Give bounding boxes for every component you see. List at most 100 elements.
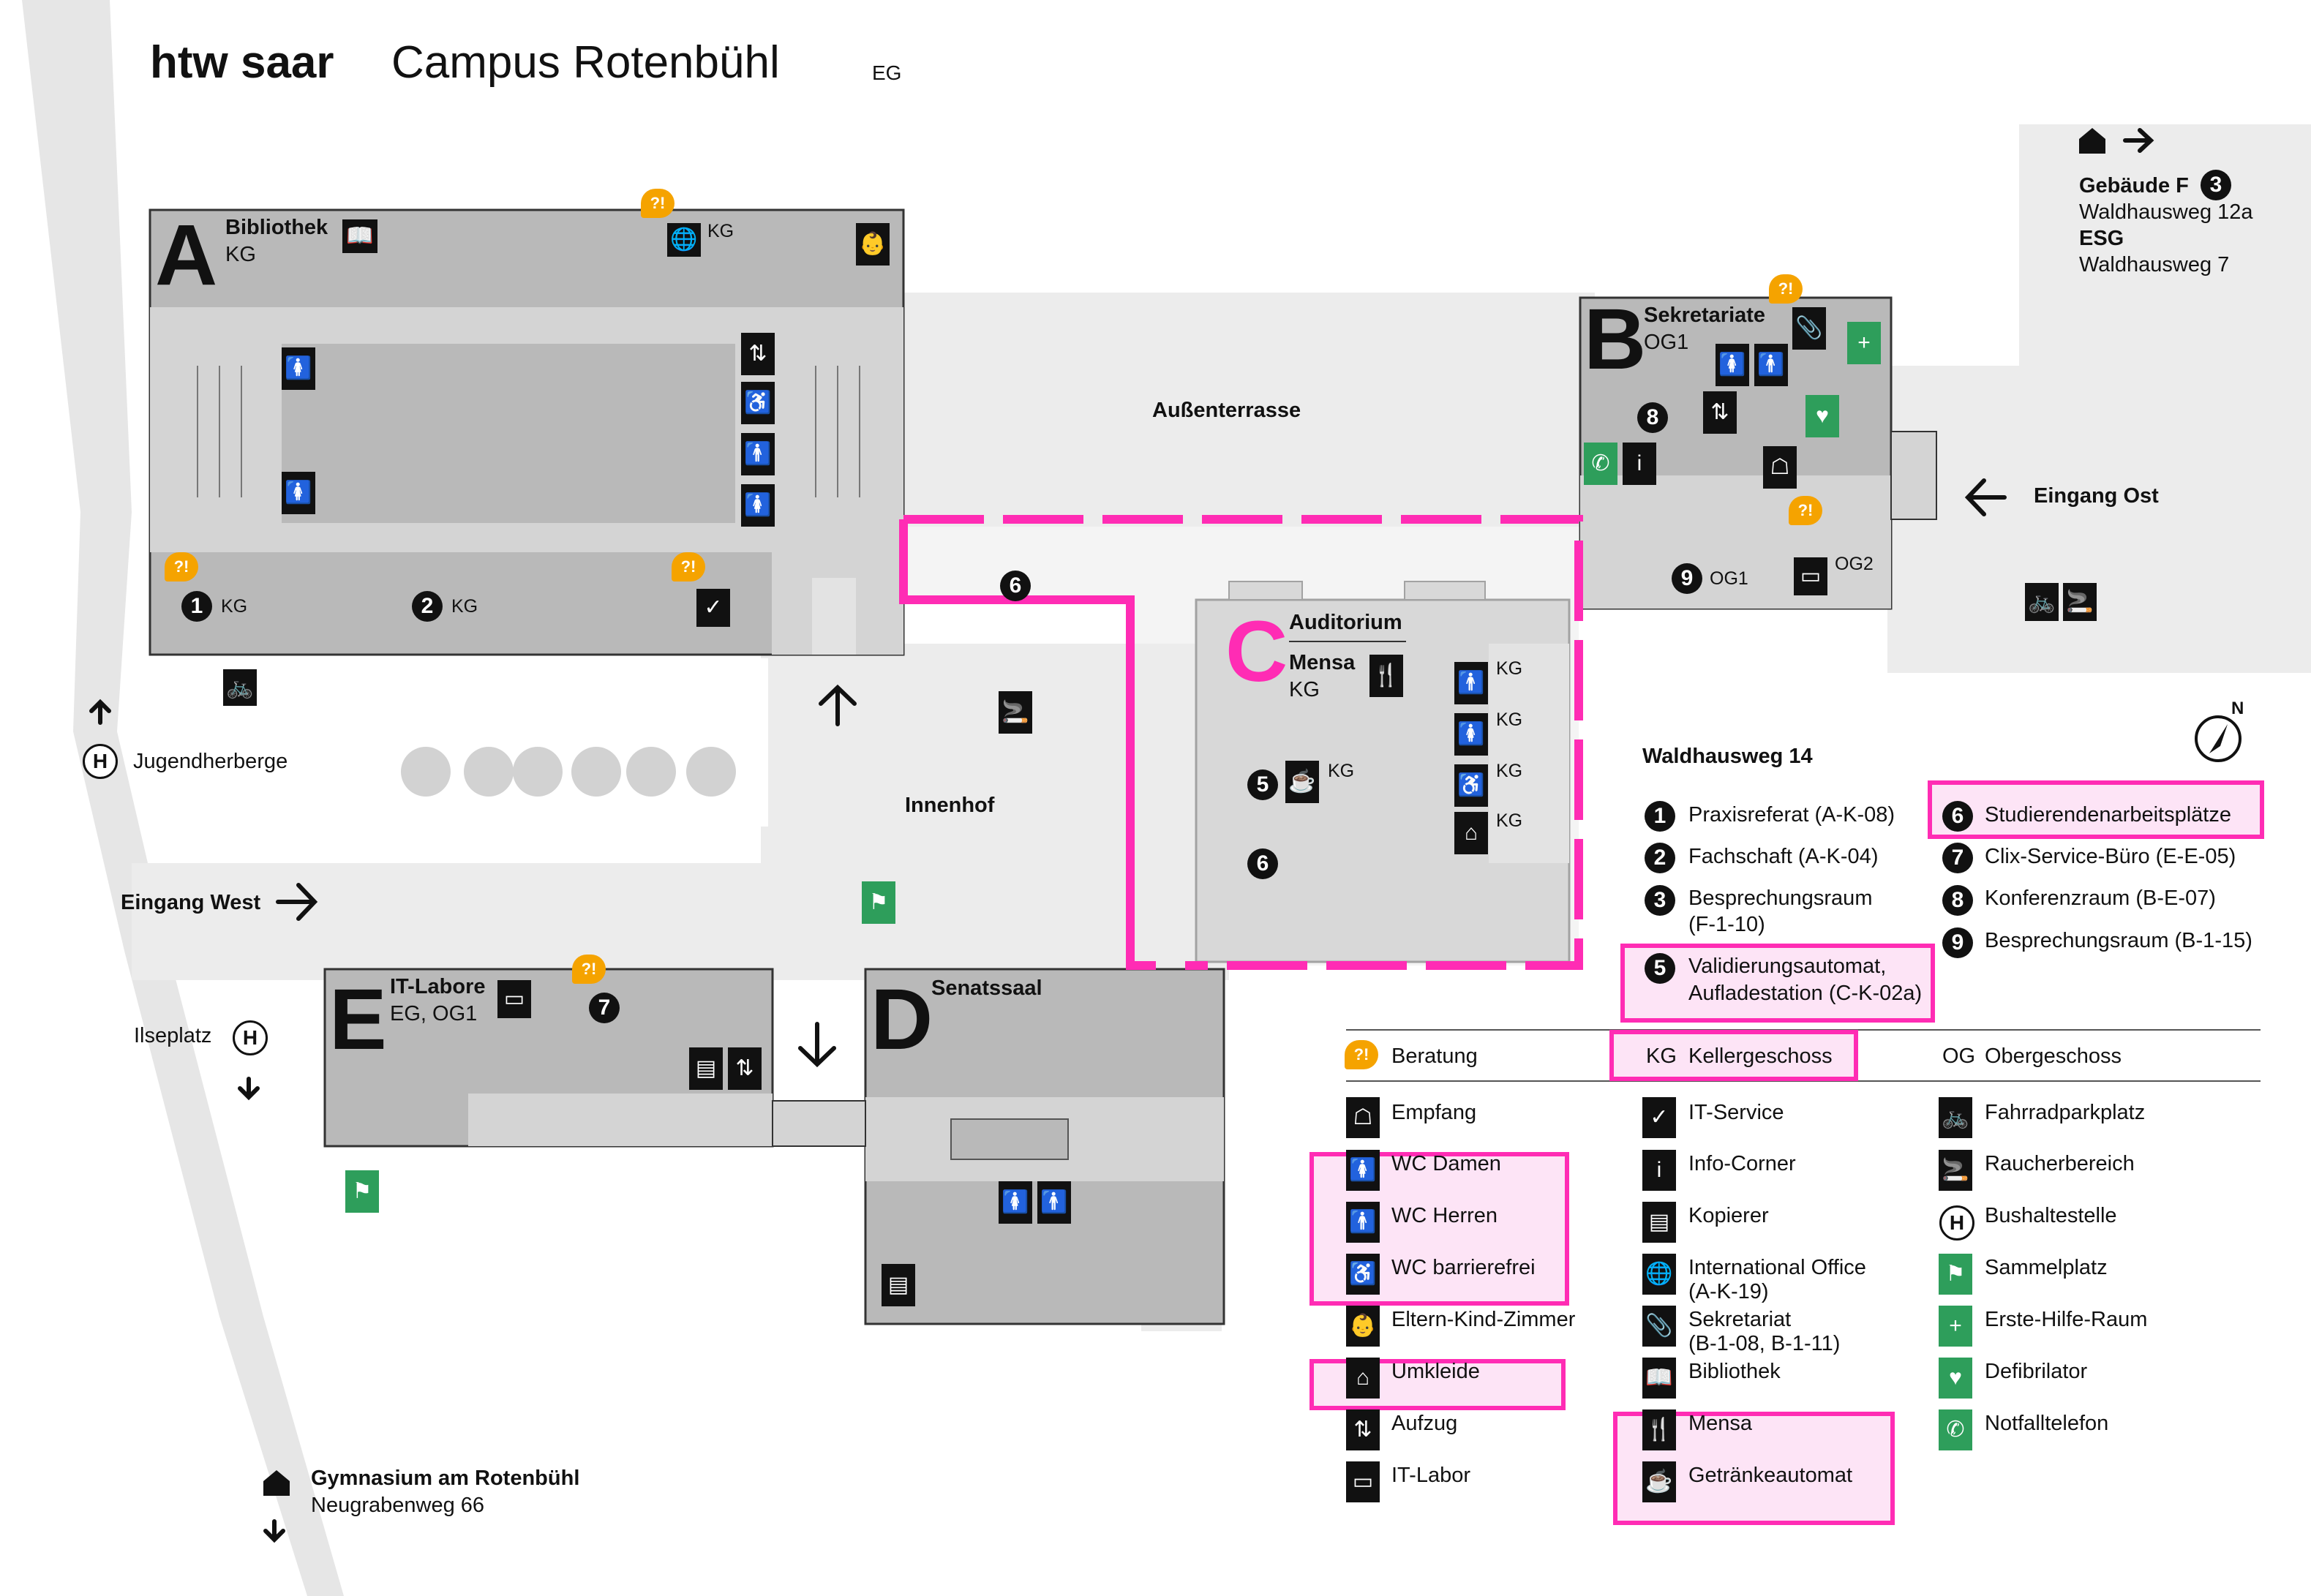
copier-icon: ▤ [882, 1264, 915, 1306]
legend-umkleide: Umkleide [1391, 1360, 1480, 1383]
legend-room-6: Studierendenarbeitsplätze [1985, 803, 2231, 827]
legend-kopierer: Kopierer [1688, 1204, 1769, 1227]
legend-kg-text: Kellergeschoss [1688, 1044, 1833, 1068]
advice-icon: ?! [672, 552, 705, 581]
compass-icon [2195, 715, 2242, 762]
building-e-letter: E [329, 971, 387, 1068]
building-a-atrium [282, 344, 735, 523]
road-west [22, 0, 344, 1596]
legend-num-2: 2 [1645, 843, 1675, 873]
og2-label: OG2 [1835, 554, 1874, 574]
marker-5: 5 [1247, 769, 1278, 800]
legend-mensa: Mensa [1688, 1412, 1753, 1435]
it-lab-icon: ▭ [1794, 557, 1827, 595]
wc-men-icon: 🚹 [741, 433, 775, 475]
legend-wc-barrierefrei: WC barrierefrei [1391, 1256, 1536, 1279]
legend-room-8: Konferenzraum (B-E-07) [1985, 887, 2216, 910]
legend-kg-abbr: KG [1646, 1044, 1677, 1068]
legend-num-6: 6 [1942, 801, 1973, 832]
reception-icon: ☖ [1346, 1097, 1380, 1138]
legend-sekretariat: Sekretariat [1688, 1308, 1792, 1331]
marker-2: 2 [412, 591, 443, 622]
bicycle-icon: 🚲 [2025, 583, 2059, 621]
house-icon [263, 1470, 290, 1496]
wc-women-icon: 🚺 [999, 1181, 1032, 1224]
building-d-letter: D [871, 971, 933, 1068]
wc-men-icon: 🚹 [1037, 1181, 1071, 1224]
legend-it-labor: IT-Labor [1391, 1464, 1470, 1487]
bus-stop-icon: H [83, 744, 118, 779]
advice-icon: ?! [1789, 496, 1822, 525]
esg-address: Waldhausweg 7 [2079, 253, 2230, 276]
building-c-letter: C [1225, 603, 1288, 700]
legend-bushaltestelle: Bushaltestelle [1985, 1204, 2117, 1227]
legend-bibliothek: Bibliothek [1688, 1360, 1781, 1383]
kg-label: KG [221, 596, 248, 617]
first-aid-icon: + [1939, 1306, 1972, 1347]
gymnasium-label: Gymnasium am Rotenbühl [311, 1467, 580, 1490]
changing-room-icon: ⌂ [1346, 1358, 1380, 1399]
assembly-point-icon: ⚑ [862, 881, 895, 924]
building-c-name2: Mensa [1289, 651, 1356, 674]
wc-women-icon: 🚺 [1346, 1150, 1380, 1191]
parent-child-icon: 👶 [856, 223, 890, 266]
smoking-icon: 🚬 [999, 691, 1032, 734]
stairs-a [197, 366, 860, 497]
esg-label: ESG [2079, 227, 2124, 250]
emergency-phone-icon: ✆ [1584, 443, 1617, 485]
building-e-sub: EG, OG1 [390, 1002, 478, 1025]
paperclip-icon: 📎 [1792, 307, 1826, 350]
legend-eltern-kind: Eltern-Kind-Zimmer [1391, 1308, 1576, 1331]
wc-women-icon: 🚺 [1716, 344, 1749, 386]
legend-num-5: 5 [1645, 953, 1675, 984]
wheelchair-icon: ♿ [741, 382, 775, 424]
legend-defibrilator: Defibrilator [1985, 1360, 2088, 1383]
floor-indicator: EG [872, 61, 902, 84]
bus-stop-icon: H [233, 1020, 268, 1055]
wc-men-icon: 🚹 [1346, 1202, 1380, 1243]
advice-icon: ?! [641, 189, 674, 218]
building-c-name: Auditorium [1289, 611, 1402, 634]
kg-label: KG [1496, 810, 1523, 831]
it-service-icon: ✓ [696, 589, 730, 627]
building-a-letter: A [155, 207, 218, 304]
smoking-icon: 🚬 [2063, 583, 2097, 621]
legend-room-3: Besprechungsraum [1688, 887, 1873, 910]
marker-3: 3 [2201, 170, 2231, 200]
legend-fahrradparkplatz: Fahrradparkplatz [1985, 1101, 2146, 1124]
vending-machine-icon: ☕ [1642, 1461, 1676, 1502]
marker-8: 8 [1637, 402, 1668, 433]
entrance-west-label: Eingang West [121, 891, 261, 914]
bicycle-icon: 🚲 [1939, 1097, 1972, 1138]
legend-international-office-code: (A-K-19) [1688, 1280, 1769, 1303]
legend-room-1: Praxisreferat (A-K-08) [1688, 803, 1895, 827]
elevator-icon: ⇅ [728, 1047, 762, 1090]
legend-beratung: Beratung [1391, 1044, 1478, 1068]
legend-getraenkeautomat: Getränkeautomat [1688, 1464, 1853, 1487]
reception-icon: ☖ [1763, 446, 1797, 489]
legend-num-8: 8 [1942, 885, 1973, 916]
advice-icon: ?! [1769, 274, 1803, 304]
legend-num-1: 1 [1645, 801, 1675, 832]
walkway-northeast [2019, 124, 2311, 388]
kg-label: KG [1496, 658, 1523, 679]
legend-wc-herren: WC Herren [1391, 1204, 1498, 1227]
marker-6: 6 [1247, 848, 1278, 879]
kg-label: KG [707, 221, 734, 241]
walkway-east [1887, 366, 2311, 673]
it-lab-icon: ▭ [497, 980, 531, 1018]
legend-og-text: Obergeschoss [1985, 1044, 2122, 1068]
highlight-kg [1609, 1030, 1858, 1081]
legend-og-abbr: OG [1942, 1044, 1976, 1068]
ilseplatz-label: Ilseplatz [134, 1024, 212, 1047]
wc-men-icon: 🚹 [1754, 344, 1788, 386]
highlight-study [1928, 780, 2264, 839]
bicycle-icon: 🚲 [223, 669, 257, 706]
first-aid-icon: + [1847, 322, 1881, 364]
kg-label: KG [1496, 761, 1523, 781]
elevator-icon: ⇅ [1346, 1409, 1380, 1450]
og1-label: OG1 [1710, 568, 1748, 589]
walkway-west [132, 863, 1229, 980]
legend-erste-hilfe: Erste-Hilfe-Raum [1985, 1308, 2148, 1331]
book-icon: 📖 [342, 219, 377, 253]
